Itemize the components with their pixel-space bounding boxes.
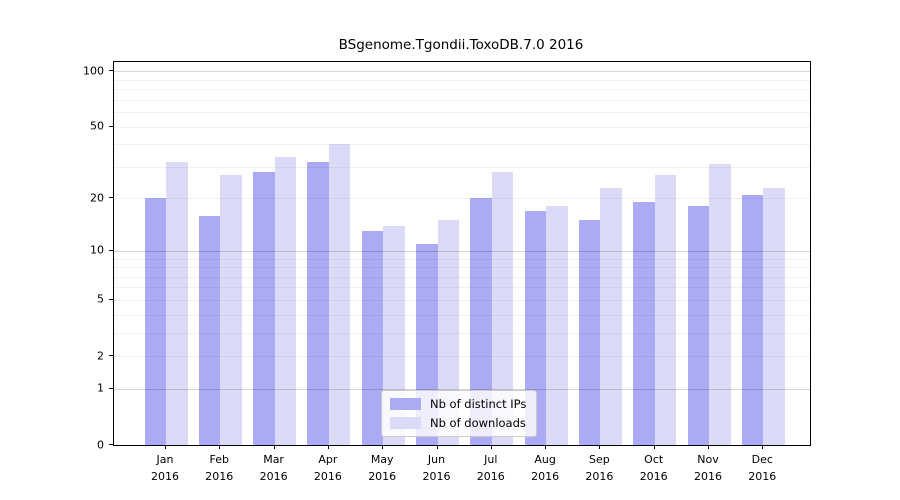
legend-row-downloads: Nb of downloads (390, 416, 526, 430)
y-axis-tick-label: 1 (97, 381, 104, 395)
x-axis-tick-label: Apr 2016 (313, 453, 342, 483)
x-axis-tick (219, 445, 221, 449)
x-axis-tick-label: Nov 2016 (694, 453, 722, 483)
minor-gridline (114, 89, 810, 90)
bar-distinct-ips-may (361, 231, 384, 445)
x-axis-tick-label: Jun 2016 (422, 453, 451, 483)
y-axis-tick-label: 0 (97, 438, 104, 451)
legend: Nb of distinct IPs Nb of downloads (381, 390, 538, 437)
x-axis-tick (273, 445, 275, 449)
x-axis-tick (327, 445, 329, 449)
x-axis-tick (436, 445, 438, 449)
y-axis-tick-label: 100 (83, 64, 104, 78)
plot-area: Nb of distinct IPs Nb of downloads (113, 61, 811, 446)
x-axis-tick (490, 445, 492, 449)
minor-gridline (114, 198, 810, 200)
x-axis-tick (762, 445, 764, 449)
minor-gridline (114, 111, 810, 113)
y-axis-tick (109, 387, 113, 389)
x-axis-tick (382, 445, 384, 449)
y-axis-tick-label: 2 (97, 349, 104, 362)
bar-downloads-mar (274, 157, 297, 445)
bar-downloads-feb (220, 175, 242, 445)
x-axis-tick-label: Sep 2016 (585, 453, 614, 483)
bar-downloads-jan (166, 161, 188, 445)
y-axis-tick-label: 10 (90, 243, 104, 257)
bar-downloads-jul (491, 172, 514, 445)
minor-gridline (114, 126, 810, 128)
legend-swatch-distinct-ips (390, 398, 421, 410)
y-axis-tick (109, 298, 113, 300)
bar-downloads-sep (600, 187, 622, 445)
bar-distinct-ips-jan (144, 198, 166, 445)
minor-gridline (114, 99, 810, 101)
x-axis-tick-label: Aug 2016 (531, 453, 560, 483)
x-axis-tick (653, 445, 655, 449)
y-axis-tick-label: 5 (97, 292, 104, 306)
bar-downloads-apr (328, 144, 351, 445)
x-axis-tick-label: Jul 2016 (476, 453, 505, 483)
bar-distinct-ips-mar (253, 172, 275, 445)
minor-gridline (114, 166, 810, 168)
minor-gridline (114, 144, 810, 146)
y-axis-tick (109, 70, 113, 72)
major-gridline (114, 71, 810, 73)
x-axis-tick-label: Jan 2016 (151, 453, 179, 483)
y-axis-tick (109, 197, 113, 199)
y-axis-tick (109, 249, 113, 251)
chart-title: BSgenome.Tgondii.ToxoDB.7.0 2016 (338, 37, 584, 53)
x-axis-tick (165, 445, 166, 449)
legend-label-distinct-ips: Nb of distinct IPs (430, 397, 527, 411)
x-axis-tick-label: Dec 2016 (748, 453, 777, 483)
legend-swatch-downloads (390, 417, 421, 429)
x-axis-tick (545, 445, 547, 449)
legend-label-downloads: Nb of downloads (430, 416, 526, 430)
bar-distinct-ips-dec (741, 194, 764, 445)
bar-distinct-ips-apr (307, 161, 329, 445)
x-axis-tick-label: Mar 2016 (259, 453, 288, 483)
y-axis-tick (109, 444, 113, 445)
y-axis-tick-label: 20 (90, 191, 104, 205)
bar-downloads-aug (546, 206, 568, 445)
legend-row-distinct-ips: Nb of distinct IPs (390, 397, 526, 411)
y-axis-tick (109, 125, 113, 127)
bar-distinct-ips-nov (687, 206, 709, 445)
bar-downloads-nov (709, 164, 731, 445)
y-axis-tick (109, 355, 113, 356)
bar-downloads-dec (763, 187, 785, 445)
x-axis-tick (599, 445, 601, 449)
x-axis-tick-label: May 2016 (368, 453, 397, 483)
minor-gridline (114, 79, 810, 81)
bar-downloads-jun (437, 220, 459, 445)
x-axis-tick-label: Oct 2016 (639, 453, 668, 483)
bar-distinct-ips-feb (198, 215, 221, 445)
y-axis-tick-label: 50 (90, 119, 104, 133)
bar-distinct-ips-sep (578, 220, 601, 445)
bar-distinct-ips-jul (470, 198, 492, 445)
bar-distinct-ips-oct (633, 202, 655, 445)
x-axis-tick (708, 445, 709, 449)
bar-distinct-ips-aug (524, 210, 547, 445)
bar-downloads-oct (654, 175, 677, 445)
x-axis-tick-label: Feb 2016 (205, 453, 234, 483)
